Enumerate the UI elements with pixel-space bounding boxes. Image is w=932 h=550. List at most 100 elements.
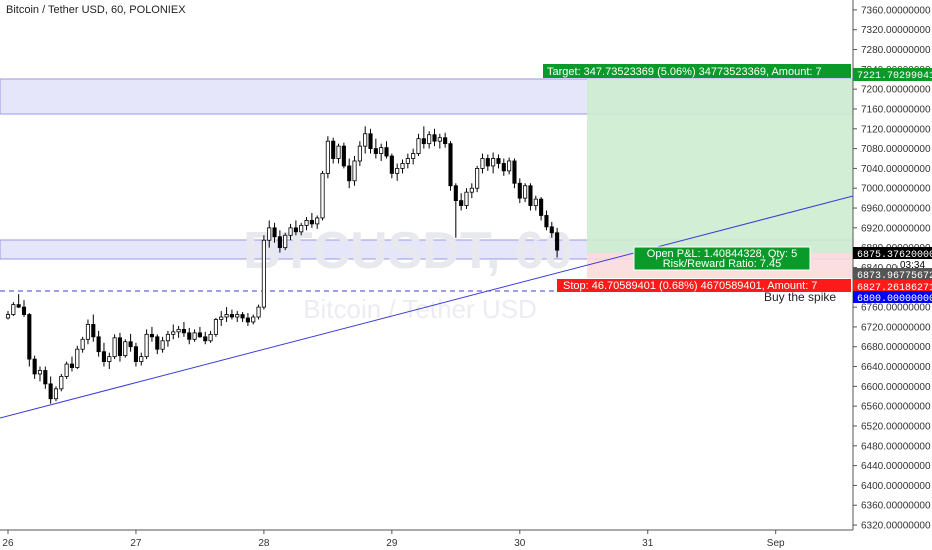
candle <box>251 314 256 325</box>
candle <box>336 143 341 164</box>
candle-body-up <box>37 370 43 375</box>
candle-body-up <box>107 356 112 362</box>
candle <box>219 311 224 326</box>
candle <box>267 220 272 248</box>
candle-body-down <box>27 314 32 360</box>
candle-body-up <box>192 332 197 340</box>
candle <box>213 318 218 337</box>
candle-body-down <box>155 336 160 350</box>
price-axis-label: 6720.00000000 <box>861 322 931 333</box>
candle <box>256 304 261 320</box>
candle-body-down <box>91 324 96 338</box>
candle <box>325 136 330 179</box>
candle <box>405 153 410 169</box>
candle <box>155 334 160 355</box>
candle-body-down <box>485 158 490 167</box>
chart-title: Bitcoin / Tether USD, 60, POLONIEX <box>6 4 186 16</box>
candle <box>315 215 320 229</box>
candle <box>283 232 288 251</box>
candle-body-down <box>517 182 522 199</box>
candle <box>75 345 80 370</box>
candle-body-down <box>48 383 53 400</box>
candle <box>133 342 138 367</box>
candle-body-up <box>208 333 213 342</box>
candle <box>16 294 21 309</box>
candle <box>347 158 352 189</box>
candle-body-up <box>507 160 512 172</box>
candle <box>208 330 213 343</box>
candle <box>59 373 64 392</box>
candle-body-up <box>176 328 181 333</box>
candle <box>48 376 53 404</box>
candle <box>485 154 490 171</box>
candle-body-down <box>549 226 554 234</box>
candle-body-up <box>11 304 16 315</box>
candle <box>53 386 59 402</box>
candle <box>123 339 128 358</box>
candle <box>203 331 208 345</box>
candles-layer <box>5 126 560 404</box>
candle-body-down <box>69 363 75 368</box>
candle <box>107 352 112 370</box>
time-axis-label: 30 <box>514 538 526 549</box>
candle <box>117 332 123 362</box>
candle <box>128 333 133 352</box>
candle <box>469 183 474 199</box>
candle-body-up <box>363 133 368 147</box>
candle <box>69 356 75 372</box>
candle-body-down <box>448 143 453 187</box>
candle-body-down <box>240 314 245 319</box>
candle-body-up <box>469 187 474 193</box>
candle <box>480 153 485 174</box>
target-area <box>587 79 853 253</box>
candle <box>496 154 501 169</box>
current-price-tag: 6875.37620000 03:34 <box>853 247 932 271</box>
price-axis-label: 7000.00000000 <box>861 184 931 195</box>
candle-body-up <box>299 224 304 233</box>
stop-price-text: 6827.26186271 <box>857 283 932 294</box>
candle <box>539 197 544 221</box>
price-axis-label: 6480.00000000 <box>861 441 931 452</box>
candle <box>197 326 202 338</box>
price-axis-label: 6680.00000000 <box>861 342 931 353</box>
trend-line[interactable] <box>0 195 854 419</box>
candle-body-up <box>416 138 421 154</box>
time-axis[interactable]: 26 27 28 29 30 31 Sep <box>2 530 785 549</box>
candle <box>192 329 197 342</box>
candle-body-up <box>475 168 480 189</box>
candle <box>11 302 16 317</box>
candle <box>549 221 554 238</box>
buy-the-spike-annotation[interactable]: Buy the spike <box>764 290 836 304</box>
target-label[interactable]: Target: 347.73523369 (5.06%) 34773523369… <box>543 64 851 78</box>
entry-price-text: 6873.96775672 <box>857 271 932 282</box>
candle <box>453 183 458 238</box>
candle-body-down <box>272 227 277 238</box>
candle-body-up <box>112 337 117 358</box>
pnl-label[interactable]: Open P&L: 1.40844328, Qty: 5 Risk/Reward… <box>633 246 811 271</box>
candle-body-up <box>411 153 416 159</box>
candle-body-up <box>64 363 69 377</box>
stop-label[interactable]: Stop: 46.70589401 (0.68%) 4670589401, Am… <box>557 279 851 292</box>
candle <box>272 222 277 243</box>
target-label-text: Target: 347.73523369 (5.06%) 34773523369… <box>547 66 822 78</box>
candle-body-up <box>480 158 485 169</box>
candle <box>528 183 533 211</box>
candle-body-up <box>325 140 330 174</box>
candle <box>64 361 69 379</box>
candle-body-up <box>80 338 85 350</box>
candle-body-up <box>427 134 432 145</box>
candle-body-down <box>21 306 27 315</box>
candle-body-up <box>160 340 165 350</box>
candle <box>309 212 314 228</box>
candle-body-down <box>277 236 282 249</box>
candle-body-up <box>219 316 224 320</box>
candle-body-up <box>224 314 229 318</box>
candle <box>171 324 176 340</box>
candle <box>96 330 101 357</box>
time-axis-label: 29 <box>386 538 398 549</box>
candle <box>384 141 389 159</box>
target-price-tag: 7221.70299041 <box>853 68 932 82</box>
candle <box>501 158 506 176</box>
price-axis-label: 7280.00000000 <box>861 45 931 56</box>
